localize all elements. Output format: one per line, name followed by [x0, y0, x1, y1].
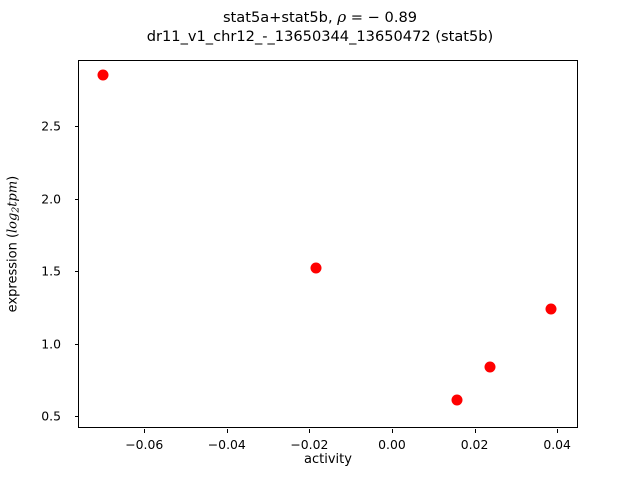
- chart-title-prefix: stat5a+stat5b,: [222, 9, 338, 26]
- y-tick-mark: [75, 343, 79, 345]
- x-tick-mark: [557, 429, 559, 433]
- data-point: [451, 394, 463, 406]
- data-point: [484, 361, 496, 373]
- x-tick-mark: [226, 429, 228, 433]
- y-axis-label-wrapper: expression (log2tpm): [0, 60, 26, 428]
- y-axis-label-suffix: ): [4, 175, 20, 181]
- data-point: [97, 69, 109, 81]
- y-axis-label-prefix: expression (: [4, 232, 20, 313]
- rho-symbol: ρ: [337, 8, 347, 26]
- chart-title-suffix: = − 0.89: [346, 9, 418, 26]
- y-tick-label: 2.5: [41, 118, 61, 134]
- data-point: [310, 262, 322, 274]
- y-tick-mark: [75, 198, 79, 200]
- x-tick-mark: [391, 429, 393, 433]
- chart-title-line-1: stat5a+stat5b, ρ = − 0.89: [0, 8, 640, 27]
- y-axis-label-subscript: 2: [10, 206, 22, 213]
- y-tick-label: 0.5: [41, 408, 61, 424]
- x-tick-label: 0.00: [378, 437, 406, 452]
- x-tick-label: −0.06: [125, 437, 164, 452]
- y-tick-mark: [75, 415, 79, 417]
- y-tick-label: 1.5: [41, 263, 61, 279]
- plot-axes: 0.5 1.0 1.5 2.0 2.5 −0.06 −0.04 −0.02 0.00 0.02 0…: [41, 60, 578, 452]
- x-tick-mark: [474, 429, 476, 433]
- data-point: [545, 303, 557, 315]
- y-tick-mark: [75, 126, 79, 128]
- y-tick-label: 1.0: [41, 336, 61, 352]
- x-tick-label: −0.04: [207, 437, 246, 452]
- chart-title: stat5a+stat5b, ρ = − 0.89 dr11_v1_chr12_…: [0, 8, 640, 46]
- plot-data-area: [79, 61, 577, 427]
- y-tick-label: 2.0: [41, 191, 61, 207]
- y-axis-label-tpm: tpm: [4, 180, 20, 207]
- y-axis-label-log: log: [4, 212, 20, 233]
- x-tick-label: 0.04: [543, 437, 571, 452]
- x-tick-label: 0.02: [460, 437, 489, 452]
- x-axis-label: activity: [304, 452, 352, 467]
- x-tick-label: −0.02: [290, 437, 329, 452]
- y-tick-mark: [75, 271, 79, 273]
- x-tick-mark: [144, 429, 146, 433]
- y-axis-label: expression (log2tpm): [5, 176, 21, 313]
- x-tick-mark: [309, 429, 311, 433]
- chart-title-line-2: dr11_v1_chr12_-_13650344_13650472 (stat5…: [146, 28, 494, 45]
